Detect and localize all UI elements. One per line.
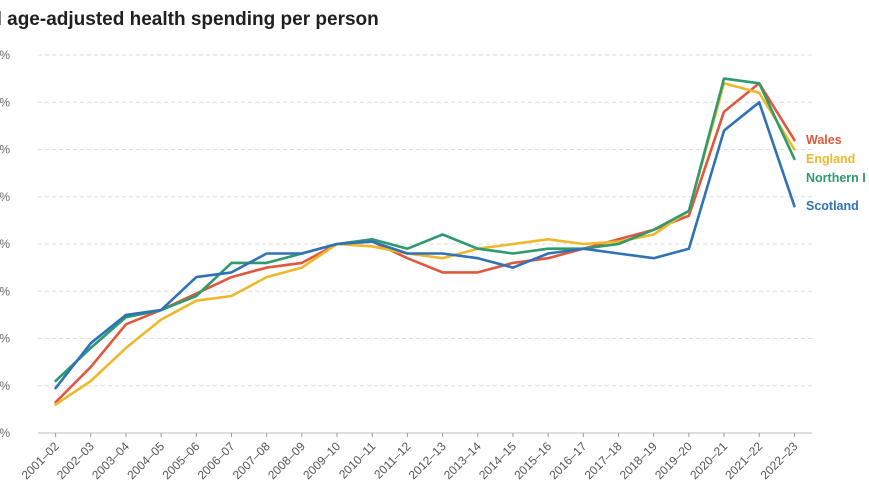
y-axis-ticks: %%%%%%%%% — [0, 48, 10, 440]
series-line-england — [54, 82, 796, 406]
y-tick-label: % — [0, 143, 10, 157]
y-tick-label: % — [0, 284, 10, 298]
series-line-scotland — [54, 101, 796, 390]
x-tick-label: 2018–19 — [617, 439, 660, 482]
x-tick-label: 2009–10 — [300, 439, 343, 482]
y-tick-label: % — [0, 190, 10, 204]
y-tick-label: % — [0, 95, 10, 109]
series-label-england: England — [806, 152, 855, 166]
x-tick-label: 2001–02 — [19, 439, 62, 482]
series-lines — [54, 77, 796, 406]
y-tick-label: % — [0, 237, 10, 251]
series-labels: Wales England Northern I Scotland — [806, 133, 866, 213]
x-tick-label: 2012–13 — [406, 439, 449, 482]
x-tick-label: 2016–17 — [547, 439, 590, 482]
x-tick-label: 2022–23 — [758, 439, 801, 482]
y-tick-label: % — [0, 48, 10, 62]
x-tick-label: 2004–05 — [124, 439, 167, 482]
x-tick-label: 2007–08 — [230, 439, 273, 482]
y-tick-label: % — [0, 426, 10, 440]
grid-lines — [38, 54, 812, 434]
y-tick-label: % — [0, 332, 10, 346]
x-tick-label: 2017–18 — [582, 439, 625, 482]
series-line-northern-i — [54, 77, 796, 383]
series-label-northern-i: Northern I — [806, 171, 866, 185]
x-tick-label: 2019–20 — [652, 439, 695, 482]
x-tick-label: 2015–16 — [511, 439, 554, 482]
x-tick-label: 2008–09 — [265, 439, 308, 482]
x-tick-label: 2020–21 — [687, 439, 730, 482]
x-tick-label: 2002–03 — [54, 439, 97, 482]
series-label-wales: Wales — [806, 133, 842, 147]
series-label-scotland: Scotland — [806, 199, 859, 213]
x-tick-label: 2006–07 — [195, 439, 238, 482]
x-axis-ticks: 2001–022002–032003–042004–052005–062006–… — [19, 433, 801, 482]
x-tick-label: 2005–06 — [160, 439, 203, 482]
x-tick-label: 2013–14 — [441, 439, 484, 482]
x-tick-label: 2014–15 — [476, 439, 519, 482]
x-tick-label: 2010–11 — [336, 439, 379, 482]
x-tick-label: 2021–22 — [722, 439, 765, 482]
y-tick-label: % — [0, 379, 10, 393]
chart-title: al age-adjusted health spending per pers… — [0, 9, 379, 30]
x-tick-label: 2003–04 — [89, 439, 132, 482]
